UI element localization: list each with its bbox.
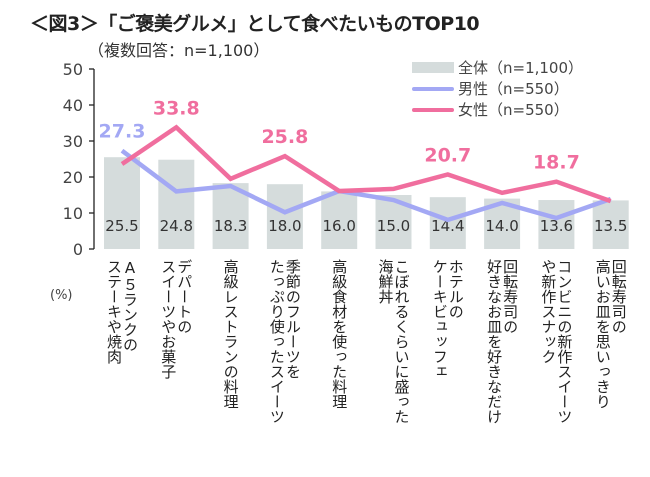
female-value-annotation: 33.8 bbox=[153, 97, 200, 119]
bar-total bbox=[538, 200, 575, 249]
bar-value-label: 15.0 bbox=[377, 217, 410, 235]
bar-value-label: 25.5 bbox=[105, 217, 138, 235]
y-tick-label: 50 bbox=[63, 60, 83, 79]
legend-swatch-male bbox=[412, 86, 454, 91]
chart-subtitle: （複数回答：n=1,100） bbox=[88, 41, 270, 60]
legend-swatch-total bbox=[412, 62, 454, 73]
bar-value-label: 18.3 bbox=[214, 217, 247, 235]
legend-label-total: 全体（n=1,100） bbox=[458, 59, 584, 77]
female-value-annotation: 18.7 bbox=[533, 152, 580, 174]
legend-swatch-female bbox=[412, 107, 454, 112]
y-axis-unit-label: (%) bbox=[50, 288, 73, 303]
bar-total bbox=[592, 200, 629, 249]
bar-total bbox=[104, 157, 140, 249]
legend-item-total: 全体（n=1,100） bbox=[412, 57, 583, 78]
bar-value-label: 13.6 bbox=[540, 217, 573, 235]
female-value-annotation: 20.7 bbox=[424, 144, 471, 166]
legend-label-female: 女性（n=550） bbox=[458, 101, 569, 119]
legend: 全体（n=1,100） 男性（n=550） 女性（n=550） bbox=[412, 57, 583, 120]
male-value-annotation: 27.3 bbox=[99, 121, 146, 143]
bar-value-label: 24.8 bbox=[160, 217, 193, 235]
bar-total bbox=[266, 184, 303, 249]
bar-value-label: 13.5 bbox=[594, 217, 627, 235]
chart-title: ＜図3＞「ご褒美グルメ」として食べたいものTOP10 bbox=[30, 13, 480, 35]
x-tick-label: 高級レストランの料理 bbox=[221, 259, 240, 409]
bar-total bbox=[158, 159, 195, 249]
bar-total bbox=[429, 197, 466, 249]
x-tick-label: 回転寿司の 好きなお皿を好きなだけ bbox=[485, 259, 520, 424]
x-tick-label: A５ランクの ステーキや焼肉 bbox=[105, 259, 139, 364]
y-tick-label: 30 bbox=[63, 132, 83, 151]
female-value-annotation: 25.8 bbox=[261, 126, 308, 148]
bar-total bbox=[321, 191, 358, 249]
x-tick-label: こぼれるくらいに盛った 海鮮丼 bbox=[376, 259, 411, 424]
x-tick-label: コンビニの新作スイーツ や新作スナック bbox=[539, 259, 574, 424]
x-tick-label: ホテルの ケーキビュッフェ bbox=[430, 259, 465, 379]
bar-value-label: 18.0 bbox=[268, 217, 301, 235]
x-tick-label: 高級食材を使った料理 bbox=[330, 259, 349, 409]
legend-label-male: 男性（n=550） bbox=[458, 80, 569, 98]
female-line bbox=[120, 124, 612, 204]
bar-value-label: 14.0 bbox=[485, 217, 518, 235]
male-line bbox=[120, 148, 612, 223]
y-tick-label: 40 bbox=[63, 96, 83, 115]
y-tick-label: 20 bbox=[63, 168, 83, 187]
x-tick-label: デパートの スイーツやお菓子 bbox=[159, 259, 194, 379]
legend-item-male: 男性（n=550） bbox=[412, 78, 583, 99]
x-tick-label: 季節のフルーツを たっぷり使ったスイーツ bbox=[267, 259, 302, 424]
legend-item-female: 女性（n=550） bbox=[412, 99, 583, 120]
bar-value-label: 16.0 bbox=[322, 217, 355, 235]
x-tick-label: 回転寿司の 高いお皿を思いっきり bbox=[593, 259, 628, 409]
bar-value-label: 14.4 bbox=[431, 217, 464, 235]
y-tick-label: 10 bbox=[63, 204, 83, 223]
y-tick-label: 0 bbox=[73, 240, 83, 259]
